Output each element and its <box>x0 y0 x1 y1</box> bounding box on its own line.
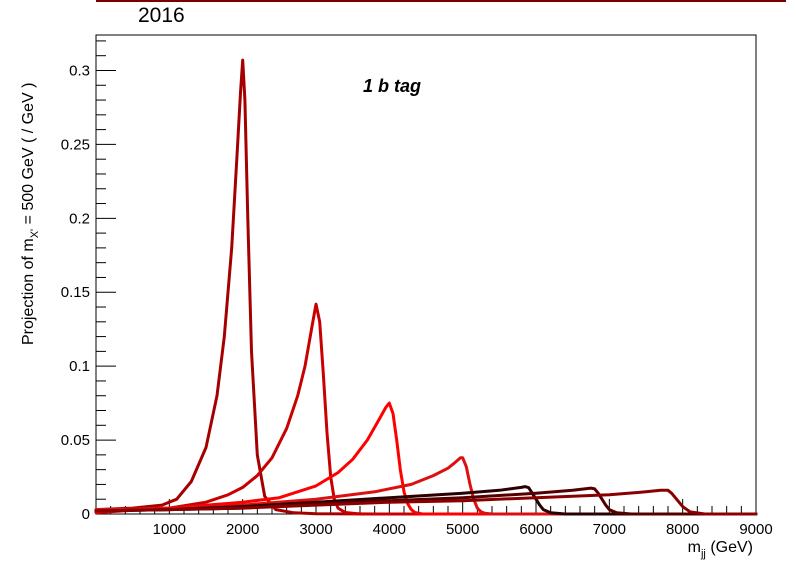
series-line-4 <box>94 456 758 516</box>
x-axis-title: mjj (GeV) <box>688 539 753 560</box>
x-tick-label: 2000 <box>226 521 259 538</box>
x-tick-label: 7000 <box>593 521 626 538</box>
x-tick-label: 4000 <box>373 521 406 538</box>
x-tick-label: 9000 <box>739 521 772 538</box>
x-tick-label: 1000 <box>153 521 186 538</box>
y-tick-label: 0.15 <box>61 284 90 301</box>
x-tick-label: 6000 <box>519 521 552 538</box>
top-border-line <box>96 0 786 2</box>
plot-frame <box>95 34 757 515</box>
y-axis-title-post: = 500 GeV ( / GeV ) <box>20 83 37 229</box>
y-tick-label: 0.3 <box>69 62 90 79</box>
series-group <box>94 58 758 516</box>
y-axis-title: Projection of mX' = 500 GeV ( / GeV ) <box>20 83 41 345</box>
x-tick-label: 5000 <box>446 521 479 538</box>
year-label: 2016 <box>138 4 185 27</box>
y-tick-label: 0.25 <box>61 136 90 153</box>
y-tick-label: 0.1 <box>69 358 90 375</box>
y-axis-title-sub: X' <box>29 229 41 238</box>
y-axis-title-pre: Projection of m <box>20 238 37 345</box>
y-axis: 0 0.05 0.1 0.15 0.2 0.25 0.3 <box>61 40 116 523</box>
series-line-3 <box>94 401 758 516</box>
x-tick-label: 8000 <box>666 521 699 538</box>
series-line-1 <box>94 58 758 516</box>
x-tick-label: 3000 <box>299 521 332 538</box>
series-line-7 <box>94 488 758 516</box>
x-axis-title-unit: (GeV) <box>706 539 753 556</box>
annotation-label: 1 b tag <box>363 76 421 96</box>
x-axis-title-main: m <box>688 539 701 556</box>
series-line-2 <box>94 302 758 516</box>
y-tick-label: 0.05 <box>61 432 90 449</box>
x-axis-title-sub: jj <box>700 548 706 560</box>
y-tick-label: 0 <box>82 506 90 523</box>
y-tick-label: 0.2 <box>69 210 90 227</box>
